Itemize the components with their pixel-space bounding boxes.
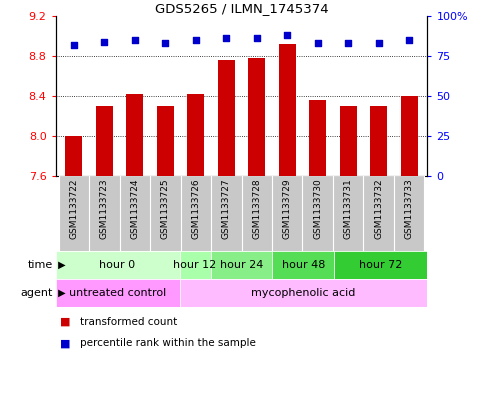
Text: ■: ■ (60, 316, 71, 327)
Point (344, 40, 352, 46)
Text: GSM1133725: GSM1133725 (161, 178, 170, 239)
Bar (363, 176, 394, 251)
Text: hour 0: hour 0 (99, 260, 136, 270)
Text: time: time (28, 260, 53, 270)
Bar (58, 176, 89, 251)
Text: GSM1133729: GSM1133729 (283, 178, 292, 239)
Bar (56, 279, 180, 307)
Text: GSM1133731: GSM1133731 (344, 178, 353, 239)
Title: GDS5265 / ILMN_1745374: GDS5265 / ILMN_1745374 (155, 2, 328, 15)
Text: GSM1133723: GSM1133723 (100, 178, 109, 239)
Text: GSM1133727: GSM1133727 (222, 178, 231, 239)
Point (284, 32, 291, 39)
Bar (334, 251, 427, 279)
Point (192, 37, 199, 43)
Bar (56, 251, 180, 279)
Bar (340, 106, 356, 176)
Bar (248, 58, 265, 176)
Bar (370, 106, 387, 176)
Bar (211, 176, 242, 251)
Bar (401, 96, 417, 176)
Text: agent: agent (21, 288, 53, 298)
Text: mycophenolic acid: mycophenolic acid (251, 288, 355, 298)
Bar (333, 176, 363, 251)
Text: GSM1133724: GSM1133724 (130, 178, 139, 239)
Text: ■: ■ (60, 338, 71, 349)
Text: ▶: ▶ (55, 260, 65, 270)
Text: hour 48: hour 48 (282, 260, 325, 270)
Point (222, 35, 230, 42)
Point (70, 42, 78, 48)
Text: hour 72: hour 72 (359, 260, 403, 270)
Bar (309, 100, 326, 176)
Bar (181, 176, 211, 251)
Bar (89, 176, 120, 251)
Text: GSM1133733: GSM1133733 (405, 178, 413, 239)
Bar (394, 176, 425, 251)
Text: untreated control: untreated control (69, 288, 166, 298)
Point (100, 39, 108, 45)
Bar (272, 251, 334, 279)
Bar (211, 251, 272, 279)
Bar (127, 94, 143, 176)
Point (161, 40, 169, 46)
Point (375, 40, 383, 46)
Bar (218, 60, 235, 176)
Bar (120, 176, 150, 251)
Text: percentile rank within the sample: percentile rank within the sample (80, 338, 256, 349)
Text: GSM1133732: GSM1133732 (374, 178, 383, 239)
Bar (279, 44, 296, 176)
Point (131, 37, 139, 43)
Bar (150, 176, 181, 251)
Bar (272, 176, 302, 251)
Point (253, 35, 261, 42)
Bar (96, 106, 113, 176)
Text: ▶: ▶ (55, 288, 65, 298)
Text: GSM1133728: GSM1133728 (252, 178, 261, 239)
Text: hour 12: hour 12 (173, 260, 217, 270)
Text: hour 24: hour 24 (220, 260, 263, 270)
Text: GSM1133726: GSM1133726 (191, 178, 200, 239)
Bar (180, 279, 427, 307)
Bar (180, 251, 211, 279)
Bar (302, 176, 333, 251)
Bar (187, 94, 204, 176)
Bar (242, 176, 272, 251)
Text: GSM1133730: GSM1133730 (313, 178, 322, 239)
Point (405, 37, 413, 43)
Text: GSM1133722: GSM1133722 (70, 178, 78, 239)
Text: transformed count: transformed count (80, 316, 177, 327)
Bar (157, 106, 174, 176)
Point (314, 40, 322, 46)
Bar (66, 136, 82, 176)
